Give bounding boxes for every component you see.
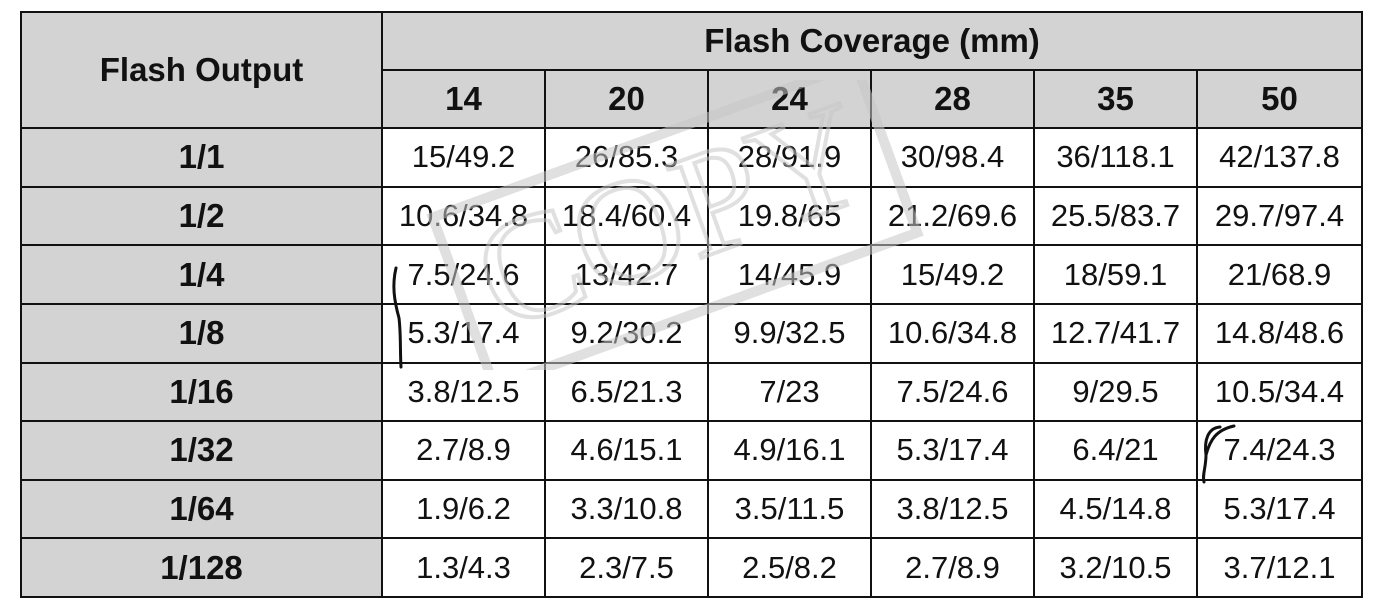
table-cell: 26/85.3 [544,127,709,188]
table-cell: 1.9/6.2 [381,478,546,540]
table-cell: 21.2/69.6 [870,185,1035,247]
table-cell: 36/118.1 [1033,127,1198,188]
table-cell: 5.3/17.4 [1196,478,1363,540]
table-row: 1/128 1.3/4.3 2.3/7.5 2.5/8.2 2.7/8.9 3.2/10.… [20,537,1363,598]
table-cell: 3.2/10.5 [1033,537,1198,598]
table-cell: 4.5/14.8 [1033,478,1198,540]
table-cell: 14/45.9 [707,244,872,305]
column-header: 24 [707,69,872,129]
table-cell: 7.5/24.6 [381,244,546,305]
table-cell: 5.3/17.4 [381,302,546,364]
table-cell: 3.8/12.5 [870,478,1035,540]
table-cell: 25.5/83.7 [1033,185,1198,247]
column-header: 50 [1196,69,1363,129]
table-cell: 7/23 [707,361,872,423]
table-cell: 2.7/8.9 [381,420,546,481]
table-cell: 28/91.9 [707,127,872,188]
table-cell: 3.7/12.1 [1196,537,1363,598]
table-cell: 2.7/8.9 [870,537,1035,598]
table-row: 1/64 1.9/6.2 3.3/10.8 3.5/11.5 3.8/12.5 4.5/1… [20,478,1363,540]
row-header-flash-output: 1/128 [20,537,383,598]
table-row: 1/4 7.5/24.6 13/42.7 14/45.9 15/49.2 18/59.1 2… [20,244,1363,305]
table-row: 1/8 5.3/17.4 9.2/30.2 9.9/32.5 10.6/34.8 12.7… [20,302,1363,364]
table-cell: 10.6/34.8 [870,302,1035,364]
table-cell: 4.9/16.1 [707,420,872,481]
table-cell: 3.3/10.8 [544,478,709,540]
table-cell: 9.2/30.2 [544,302,709,364]
table-cell: 4.6/15.1 [544,420,709,481]
table-cell: 7.4/24.3 [1196,420,1363,481]
row-header-flash-output: 1/64 [20,478,383,540]
table-cell: 3.8/12.5 [381,361,546,423]
flash-output-table-container: Flash Output Flash Coverage (mm) 14 20 24 2… [20,11,1363,598]
row-header-flash-output: 1/16 [20,361,383,423]
table-cell: 30/98.4 [870,127,1035,188]
table-cell: 15/49.2 [870,244,1035,305]
table-cell: 13/42.7 [544,244,709,305]
table-cell: 1.3/4.3 [381,537,546,598]
table-row: 1/16 3.8/12.5 6.5/21.3 7/23 7.5/24.6 9/29.5 10… [20,361,1363,423]
column-header: 35 [1033,69,1198,129]
header-row-group: Flash Output Flash Coverage (mm) [20,11,1363,129]
corner-header: Flash Output [20,11,383,129]
table-cell: 6.5/21.3 [544,361,709,423]
table-cell: 9.9/32.5 [707,302,872,364]
table-cell: 18/59.1 [1033,244,1198,305]
column-header: 14 [381,69,546,129]
table-cell: 6.4/21 [1033,420,1198,481]
flash-output-table: Flash Output Flash Coverage (mm) 14 20 24 2… [20,11,1363,598]
row-header-flash-output: 1/32 [20,420,383,481]
table-cell: 10.5/34.4 [1196,361,1363,423]
table-cell: 12.7/41.7 [1033,302,1198,364]
table-cell: 14.8/48.6 [1196,302,1363,364]
column-header: 28 [870,69,1035,129]
table-cell: 42/137.8 [1196,127,1363,188]
table-row: 1/1 15/49.2 26/85.3 28/91.9 30/98.4 36/118.1 4… [20,127,1363,188]
table-cell: 15/49.2 [381,127,546,188]
group-header: Flash Coverage (mm) [381,11,1363,71]
table-row: 1/2 10.6/34.8 18.4/60.4 19.8/65 21.2/69.6 25.… [20,185,1363,247]
table-cell: 5.3/17.4 [870,420,1035,481]
table-cell: 29.7/97.4 [1196,185,1363,247]
table-cell: 21/68.9 [1196,244,1363,305]
table-cell: 19.8/65 [707,185,872,247]
table-cell: 7.5/24.6 [870,361,1035,423]
row-header-flash-output: 1/2 [20,185,383,247]
column-header: 20 [544,69,709,129]
table-body: 1/1 15/49.2 26/85.3 28/91.9 30/98.4 36/118.1 4… [20,127,1363,598]
row-header-flash-output: 1/1 [20,127,383,188]
row-header-flash-output: 1/4 [20,244,383,305]
table-cell: 9/29.5 [1033,361,1198,423]
table-cell: 2.5/8.2 [707,537,872,598]
table-cell: 18.4/60.4 [544,185,709,247]
row-header-flash-output: 1/8 [20,302,383,364]
table-cell: 10.6/34.8 [381,185,546,247]
table-cell: 2.3/7.5 [544,537,709,598]
table-row: 1/32 2.7/8.9 4.6/15.1 4.9/16.1 5.3/17.4 6.4/2… [20,420,1363,481]
table-cell: 3.5/11.5 [707,478,872,540]
